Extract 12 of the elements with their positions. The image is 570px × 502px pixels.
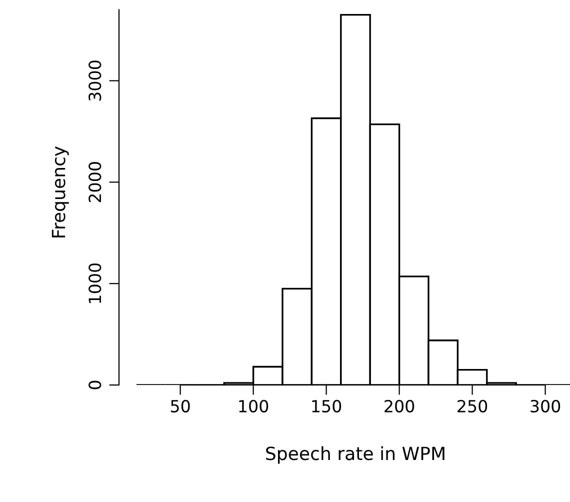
x-tick-label: 200: [384, 400, 414, 412]
y-tick-label: 3000: [88, 60, 102, 101]
x-tick-label: 300: [530, 400, 560, 412]
x-tick-label: 100: [239, 400, 268, 412]
x-tick-label: 150: [312, 400, 342, 412]
y-tick-label: 2000: [88, 162, 102, 202]
y-tick-label: 0: [88, 380, 102, 390]
y-axis-title: Frequency: [52, 146, 69, 238]
x-tick-label: 50: [170, 400, 190, 412]
y-tick-label: 1000: [88, 263, 102, 303]
x-tick-label: 250: [458, 400, 488, 412]
x-axis-title: Speech rate in WPM: [266, 446, 444, 464]
